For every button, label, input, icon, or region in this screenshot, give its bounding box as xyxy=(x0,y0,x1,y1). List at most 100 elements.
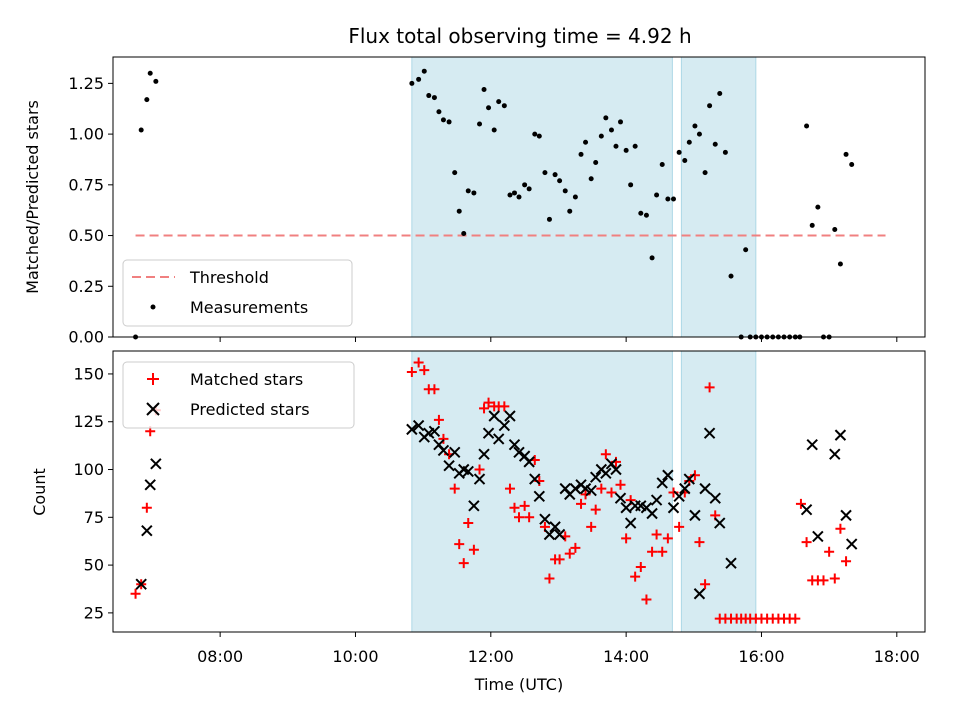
matched-star-point xyxy=(141,502,152,513)
matched-star-point xyxy=(458,558,469,569)
measurement-point xyxy=(628,182,634,188)
predicted-star-point xyxy=(135,578,147,590)
predicted-star-point xyxy=(513,446,525,459)
measurement-points xyxy=(133,68,855,340)
measurement-point xyxy=(522,182,528,188)
predicted-stars-points xyxy=(135,410,858,600)
legend-frame-top xyxy=(122,259,353,327)
predicted-star-point xyxy=(673,490,685,502)
y-axis-label-top: Matched/Predicted stars xyxy=(23,100,42,294)
axes-frame-bottom xyxy=(112,350,926,633)
predicted-star-point xyxy=(412,419,425,432)
measurement-point xyxy=(696,131,702,137)
matched-star-point xyxy=(449,483,460,494)
measurement-point xyxy=(471,190,477,196)
axes-frame-top xyxy=(112,56,926,338)
y-tick-label: 0.00 xyxy=(68,328,104,347)
predicted-star-point xyxy=(646,507,658,520)
matched-star-point xyxy=(576,498,587,509)
matched-star-point xyxy=(130,588,141,599)
matched-star-point xyxy=(835,523,846,534)
y-tick-label: 0.75 xyxy=(68,175,104,194)
measurement-point xyxy=(431,95,437,101)
matched-star-point xyxy=(674,521,685,532)
measurement-point xyxy=(832,226,838,232)
x-tick-label: 12:00 xyxy=(468,647,514,666)
y-ticks-bottom: 25 50 75 100 125 150 xyxy=(73,364,113,622)
x-ticks-bottom: 08:00 10:00 12:00 14:00 16:00 18:00 xyxy=(197,632,920,666)
predicted-star-point xyxy=(650,494,663,506)
predicted-star-point xyxy=(492,433,505,445)
x-tick-label: 14:00 xyxy=(603,647,649,666)
legend-predicted-swatch xyxy=(146,402,160,416)
x-tick-label: 18:00 xyxy=(874,647,920,666)
measurement-point xyxy=(843,151,849,157)
predicted-star-point xyxy=(800,503,813,516)
matched-star-point xyxy=(630,571,641,582)
matched-star-point xyxy=(621,533,632,544)
matched-star-point xyxy=(651,529,662,540)
measurement-point xyxy=(598,133,604,139)
matched-star-point xyxy=(615,479,626,490)
predicted-star-point xyxy=(840,509,852,522)
measurement-point xyxy=(147,70,153,76)
legend-measurements-swatch xyxy=(150,304,156,310)
measurement-point xyxy=(686,139,692,145)
y-tick-label: 50 xyxy=(84,556,104,575)
predicted-star-point xyxy=(703,427,716,439)
legend-matched-label: Matched stars xyxy=(190,370,303,389)
measurement-point xyxy=(446,119,452,125)
matched-star-point xyxy=(509,502,520,513)
predicted-star-point xyxy=(610,463,622,476)
predicted-star-point xyxy=(683,473,696,485)
matched-star-point xyxy=(463,518,474,529)
matched-star-point xyxy=(795,498,806,509)
measurement-point xyxy=(542,170,548,176)
predicted-star-point xyxy=(585,484,597,497)
observing-intervals-top xyxy=(411,56,757,338)
predicted-star-point xyxy=(614,492,627,504)
matched-star-point xyxy=(429,384,440,395)
predicted-star-point xyxy=(714,517,726,529)
matched-star-point xyxy=(468,544,479,555)
measurement-point xyxy=(409,80,415,86)
matched-star-point xyxy=(824,546,835,557)
measurement-point xyxy=(562,188,568,194)
measurement-point xyxy=(578,151,584,157)
predicted-star-point xyxy=(529,473,541,485)
matched-star-point xyxy=(694,537,705,548)
matched-star-point xyxy=(544,573,555,584)
matched-star-point xyxy=(479,403,490,414)
measurement-point xyxy=(682,157,688,163)
measurement-point xyxy=(837,261,843,267)
measurement-point xyxy=(608,127,614,133)
observing-interval xyxy=(411,350,673,633)
measurement-point xyxy=(416,76,422,82)
predicted-star-point xyxy=(523,456,535,468)
predicted-star-point xyxy=(504,410,516,422)
y-tick-label: 1.25 xyxy=(68,74,104,93)
panel-ratio: 0.00 0.25 0.50 0.75 1.00 1.25 Matched/Predict… xyxy=(23,56,926,347)
measurement-point xyxy=(456,208,462,214)
matched-star-point xyxy=(606,487,617,498)
matched-star-point xyxy=(700,579,711,590)
measurement-point xyxy=(712,141,718,147)
matched-star-point xyxy=(600,449,611,460)
predicted-star-point xyxy=(620,502,632,514)
measurement-point xyxy=(421,68,427,74)
measurement-point xyxy=(440,117,446,123)
matched-star-point xyxy=(590,504,601,515)
x-tick-label: 08:00 xyxy=(197,647,243,666)
predicted-star-point xyxy=(656,477,668,489)
y-axis-label-bottom: Count xyxy=(30,468,49,516)
measurement-point xyxy=(532,131,538,137)
predicted-star-point xyxy=(553,528,566,541)
measurement-point xyxy=(426,93,432,99)
measurement-point xyxy=(507,192,513,198)
matched-star-point xyxy=(689,470,700,481)
predicted-star-point xyxy=(600,467,612,480)
measurement-point xyxy=(593,160,599,166)
predicted-star-point xyxy=(662,469,674,481)
measurement-point xyxy=(659,162,665,168)
matched-star-point xyxy=(419,365,430,376)
